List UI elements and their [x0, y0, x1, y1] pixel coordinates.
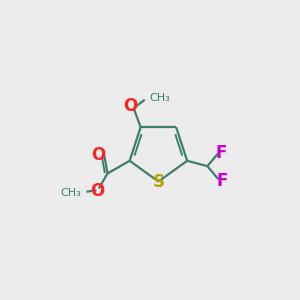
Text: O: O: [91, 182, 105, 200]
Text: S: S: [152, 172, 164, 190]
Text: O: O: [124, 97, 138, 115]
Text: F: F: [216, 144, 227, 162]
Text: CH₃: CH₃: [149, 93, 170, 103]
Text: F: F: [216, 172, 228, 190]
Text: O: O: [91, 146, 105, 164]
Text: CH₃: CH₃: [61, 188, 81, 198]
